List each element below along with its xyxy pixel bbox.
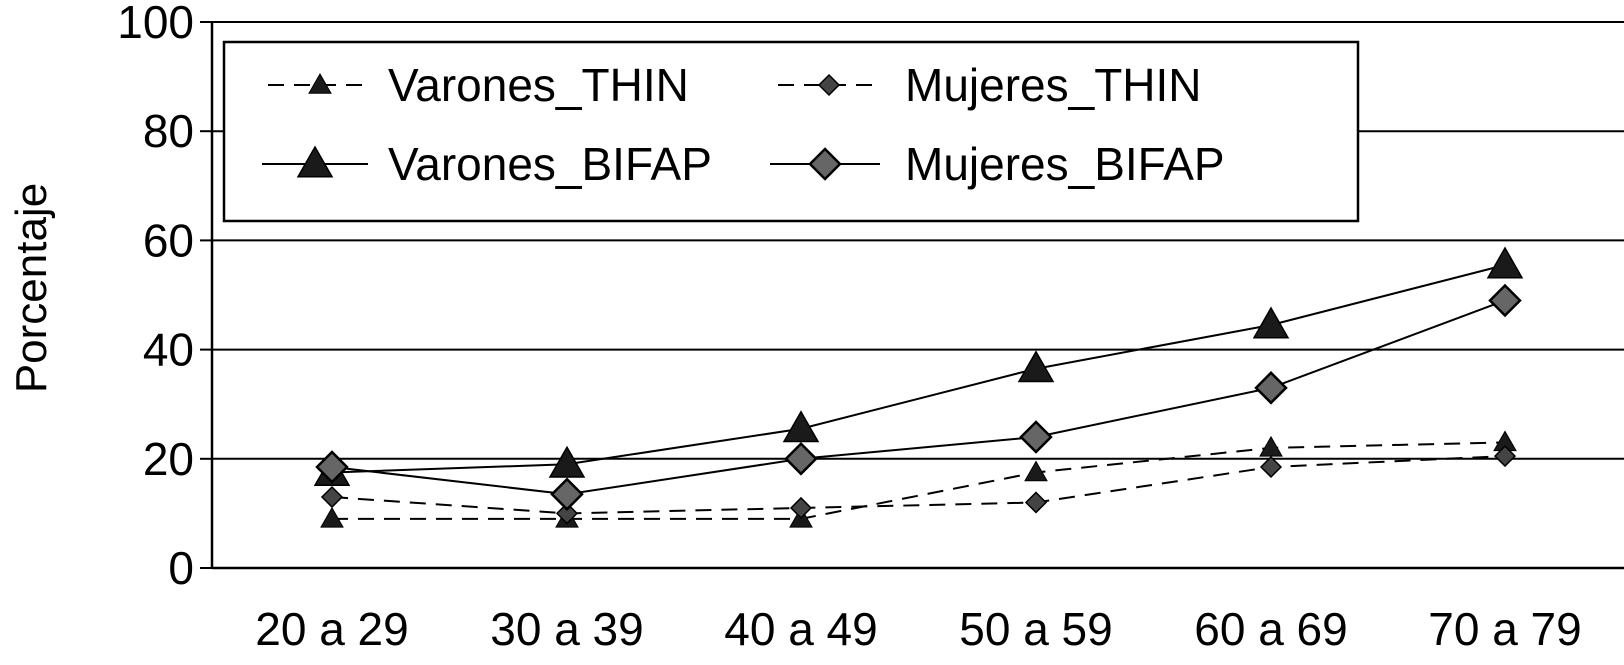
legend-item: Varones_BIFAP [262, 138, 712, 190]
x-tick-label: 60 a 69 [1194, 603, 1347, 655]
x-tick-label: 50 a 59 [959, 603, 1112, 655]
series-line [331, 299, 1506, 496]
legend: Varones_THIN Mujeres_THIN Varones_BIFAP Muj… [222, 40, 1360, 223]
legend-label: Varones_BIFAP [388, 138, 712, 190]
data-point-marker [1486, 246, 1524, 279]
legend-swatch-marker [817, 73, 841, 97]
legend-label: Mujeres_THIN [905, 59, 1202, 111]
data-point-marker [1024, 491, 1048, 514]
data-point-marker [1019, 420, 1053, 454]
series-mujeres-bifap [315, 283, 1522, 512]
data-point-marker [1259, 435, 1283, 457]
x-tick-label: 30 a 39 [490, 603, 643, 655]
data-point-marker [1024, 460, 1048, 482]
series-mujeres-thin [320, 445, 1517, 525]
data-point-marker [1259, 455, 1283, 479]
y-tick-label: 40 [143, 324, 194, 376]
data-point-marker [315, 450, 349, 484]
series-layer [313, 246, 1524, 528]
y-tick-label: 0 [168, 542, 194, 594]
data-point-marker [782, 410, 820, 443]
x-tick-label: 20 a 29 [255, 603, 408, 655]
axis-layer: 0 20 40 60 80 100 20 a 29 30 a 39 40 a 49 50 a 59… [117, 0, 1624, 655]
y-tick-label: 80 [143, 105, 194, 157]
data-point-marker [320, 485, 344, 509]
y-axis-title: Porcentaje [7, 183, 56, 393]
legend-swatch-marker [296, 145, 334, 178]
x-tick-label: 70 a 79 [1428, 603, 1581, 655]
x-tick-label: 40 a 49 [724, 603, 877, 655]
y-tick-label: 100 [117, 0, 194, 48]
y-tick-label: 20 [143, 433, 194, 485]
data-point-marker [320, 506, 344, 528]
data-point-marker [550, 477, 584, 512]
data-point-marker [784, 442, 818, 476]
series-line [332, 441, 1506, 520]
legend-swatch-marker [808, 147, 842, 181]
data-point-marker [789, 496, 813, 520]
series-varones-thin [320, 430, 1517, 528]
legend-item: Mujeres_THIN [778, 59, 1202, 111]
data-point-marker [548, 445, 586, 478]
data-point-marker [1488, 283, 1522, 318]
data-point-marker [1493, 445, 1517, 468]
series-line [331, 455, 1506, 515]
legend-box [222, 40, 1360, 223]
data-point-marker [1254, 371, 1288, 405]
legend-item: Varones_THIN [268, 59, 689, 111]
legend-label: Varones_THIN [388, 59, 689, 111]
legend-item: Mujeres_BIFAP [770, 138, 1225, 190]
data-point-marker [555, 502, 579, 525]
legend-swatch-marker [308, 72, 332, 94]
data-point-marker [1017, 350, 1055, 383]
series-varones-bifap [313, 246, 1524, 486]
series-line [331, 264, 1506, 474]
y-tick-label: 60 [143, 214, 194, 266]
data-point-marker [1252, 306, 1290, 339]
legend-label: Mujeres_BIFAP [905, 138, 1225, 190]
